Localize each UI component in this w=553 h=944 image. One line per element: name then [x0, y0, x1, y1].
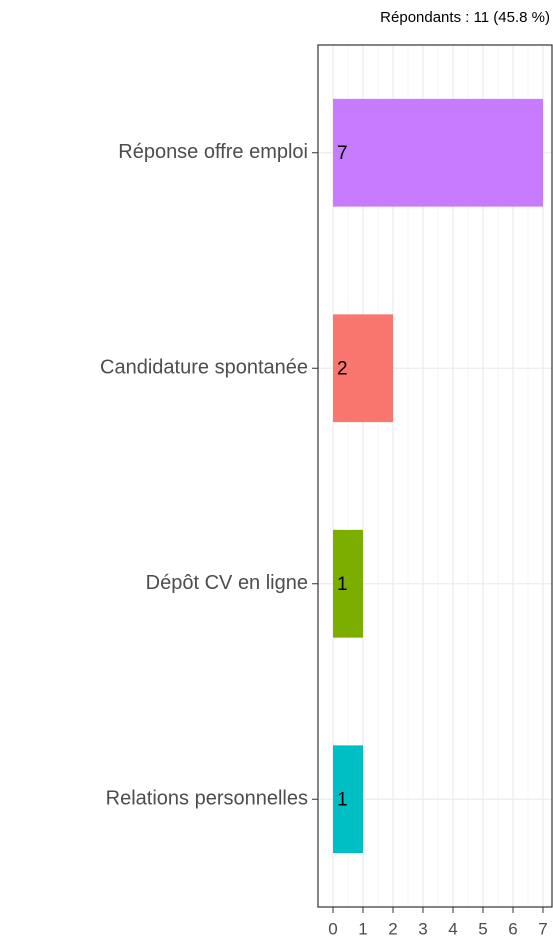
- x-tick-label: 4: [448, 919, 457, 938]
- x-tick-label: 6: [508, 919, 517, 938]
- panel-border: [317, 44, 553, 908]
- subtitle: Répondants : 11 (45.8 %): [380, 9, 550, 26]
- bar: [333, 98, 543, 207]
- x-tick-label: 1: [358, 919, 367, 938]
- value-label: 7: [337, 143, 348, 164]
- bar: [333, 745, 363, 854]
- y-tick-label: Dépôt CV en ligne: [146, 572, 308, 594]
- value-label: 2: [337, 358, 348, 379]
- x-tick-label: 7: [538, 919, 547, 938]
- y-tick-label: Relations personnelles: [106, 788, 308, 810]
- value-label: 1: [337, 789, 348, 810]
- x-tick-label: 5: [478, 919, 487, 938]
- x-tick-label: 0: [328, 919, 337, 938]
- bar: [333, 314, 393, 423]
- bar: [333, 529, 363, 638]
- value-label: 1: [337, 574, 348, 595]
- y-tick-label: Candidature spontanée: [100, 357, 308, 379]
- x-tick-label: 2: [388, 919, 397, 938]
- x-tick-label: 3: [418, 919, 427, 938]
- y-tick-label: Réponse offre emploi: [118, 141, 308, 163]
